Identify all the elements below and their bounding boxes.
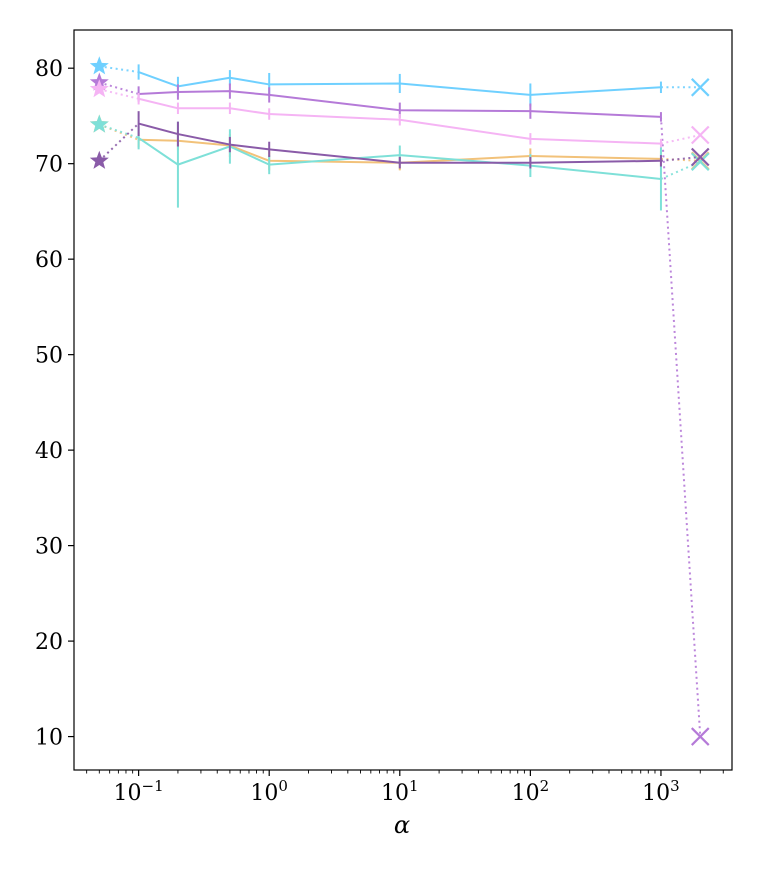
- y-tick-label: 60: [35, 248, 63, 273]
- series-0-cross-marker: [690, 78, 710, 97]
- series-1-star-connector: [99, 81, 139, 95]
- y-tick-label: 50: [35, 344, 63, 369]
- series-2: [89, 79, 710, 149]
- series-4-star-connector: [98, 123, 139, 139]
- series-4-star-marker: [89, 114, 109, 133]
- y-tick-label: 30: [35, 535, 63, 560]
- series-0-star-marker: [89, 56, 109, 75]
- series-4-cross-marker: [690, 152, 710, 172]
- x-axis-label: α: [394, 811, 410, 839]
- series-5: [89, 111, 710, 169]
- y-tick-label: 10: [35, 726, 63, 751]
- x-tick-label: 100: [250, 777, 288, 806]
- x-tick-label: 103: [642, 777, 680, 806]
- series-0: [89, 56, 710, 107]
- series-5-star-connector: [98, 122, 140, 162]
- y-tick-label: 40: [35, 439, 63, 464]
- x-tick-label: 101: [381, 777, 419, 806]
- plot-frame: [73, 29, 733, 771]
- axes-layer: 10 20 30 40 50 60 70 80 10−1 100 101 102 103: [35, 57, 724, 806]
- x-tick-label: 102: [512, 777, 550, 806]
- series-0-star-connector: [99, 65, 139, 74]
- x-tick-label: 10−1: [114, 777, 164, 806]
- series-2-cross-connector: [660, 134, 701, 145]
- y-tick-label: 80: [35, 57, 63, 82]
- plot-layer: [89, 56, 710, 746]
- y-tick-label: 70: [35, 153, 63, 178]
- series-2-star-connector: [99, 88, 139, 100]
- series-5-cross-connector: [660, 155, 701, 162]
- series-1-cross-marker: [690, 727, 710, 746]
- y-tick-label: 20: [35, 630, 63, 655]
- series-2-cross-marker: [690, 125, 710, 145]
- series-1-cross-connector: [659, 116, 702, 737]
- series-2-star-marker: [89, 79, 109, 98]
- series-5-star-marker: [89, 150, 109, 169]
- series-4-cross-connector: [660, 160, 701, 180]
- series-5-cross-marker: [690, 147, 710, 167]
